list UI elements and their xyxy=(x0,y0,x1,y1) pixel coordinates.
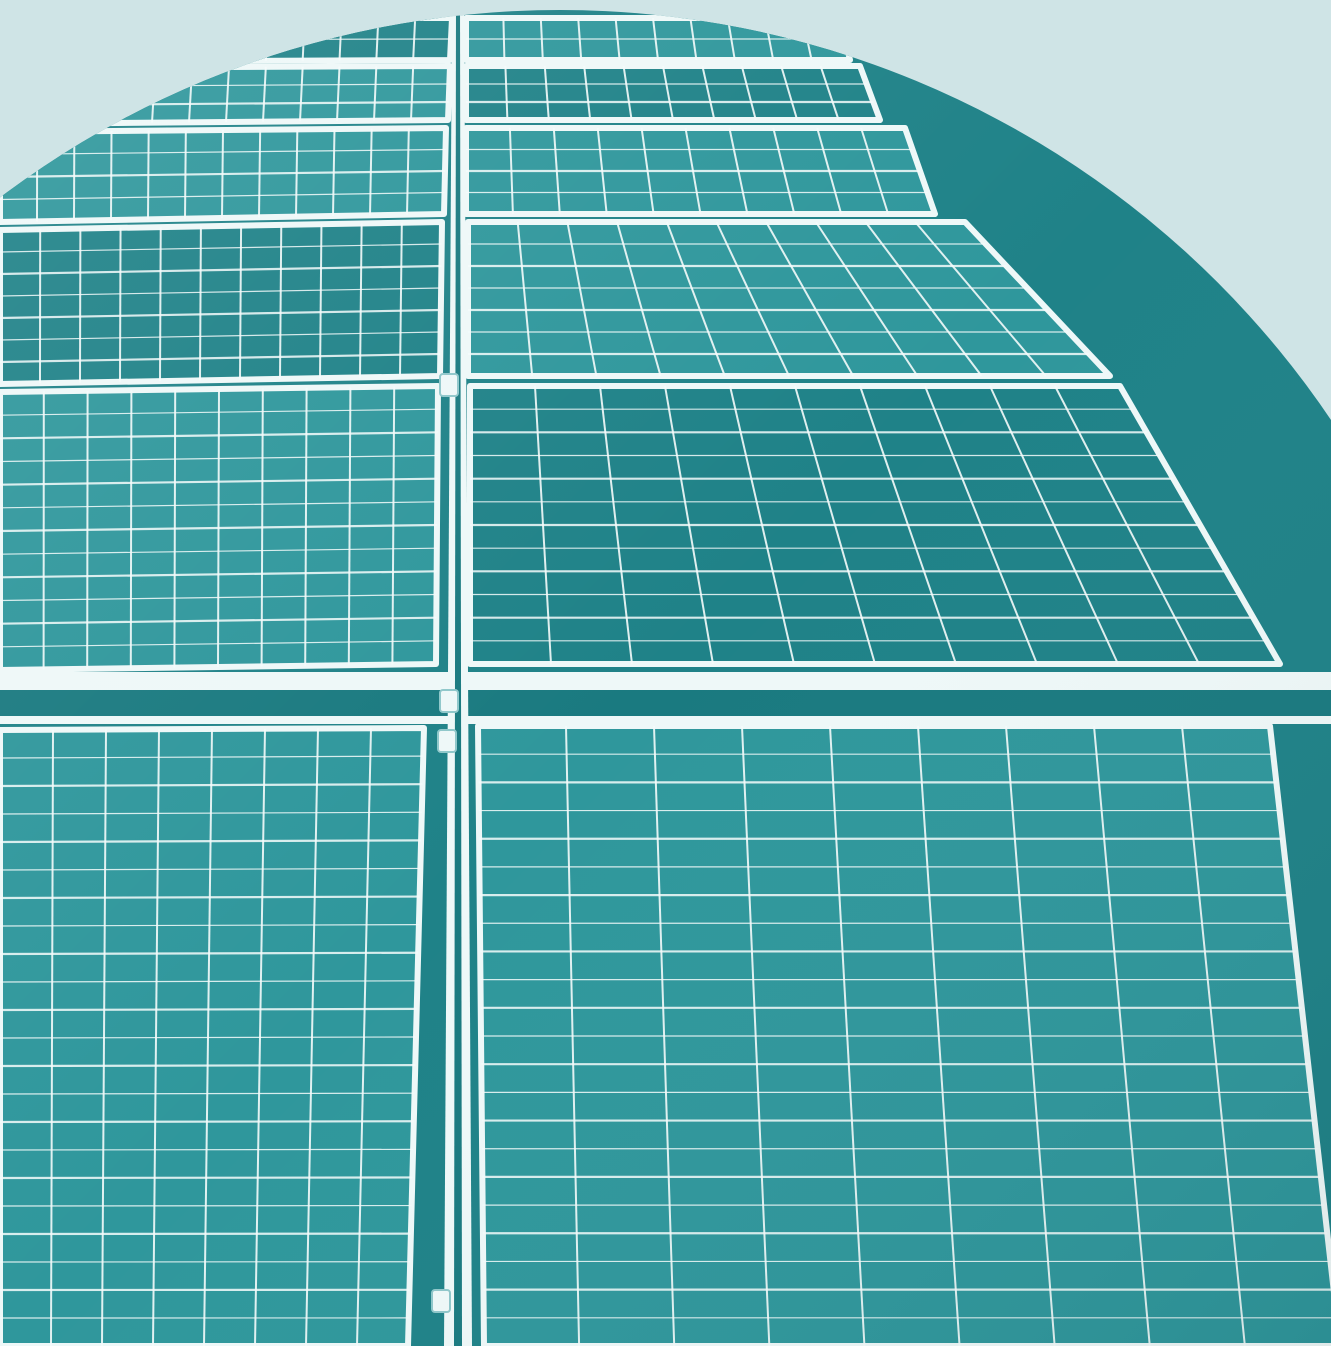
cell-divider xyxy=(228,17,232,62)
cell-divider xyxy=(77,67,83,124)
cell-divider xyxy=(191,17,196,62)
cell-divider xyxy=(117,17,122,62)
cell-divider xyxy=(114,67,120,124)
cell-divider xyxy=(264,17,269,61)
cell-divider xyxy=(40,67,46,124)
cell-divider xyxy=(43,17,48,62)
cell-divider xyxy=(154,17,159,62)
cell-divider xyxy=(80,17,85,62)
